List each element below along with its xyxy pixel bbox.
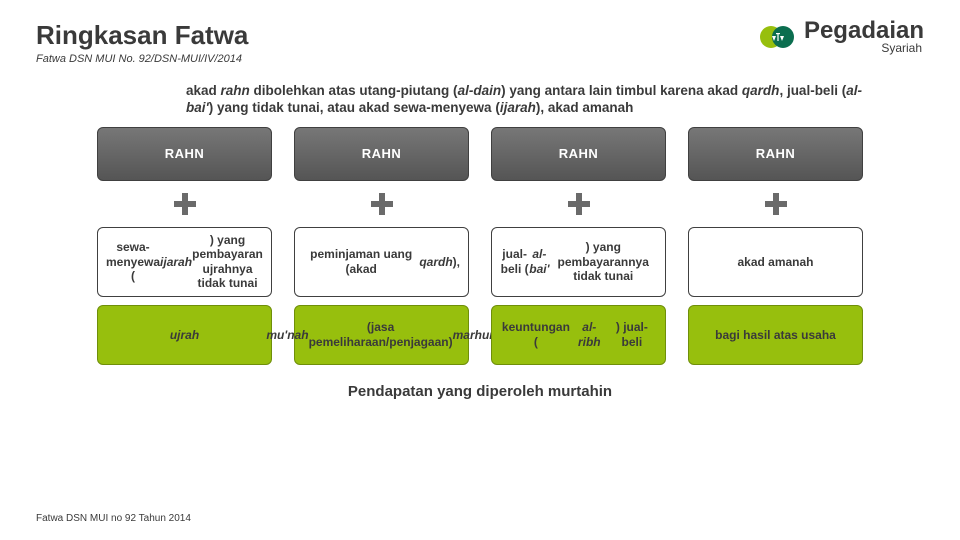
income-box-1: mu'nah (jasa pemeliharaan/penjagaan) mar… xyxy=(294,305,469,365)
title-block: Ringkasan Fatwa Fatwa DSN MUI No. 92/DSN… xyxy=(36,20,248,65)
brand-sub: Syariah xyxy=(881,43,922,54)
rahn-box-3: RAHN xyxy=(688,127,863,181)
plus-icon xyxy=(97,189,272,219)
diagram-grid: RAHN RAHN RAHN RAHN sewa-menyewa (ijarah) ya… xyxy=(36,127,924,365)
plus-icon xyxy=(688,189,863,219)
rahn-box-2: RAHN xyxy=(491,127,666,181)
source-note: Fatwa DSN MUI no 92 Tahun 2014 xyxy=(36,513,191,524)
income-box-2: keuntungan (al-ribh) jual-beli xyxy=(491,305,666,365)
page-title: Ringkasan Fatwa xyxy=(36,20,248,51)
layer2-box-3: akad amanah xyxy=(688,227,863,297)
rahn-box-0: RAHN xyxy=(97,127,272,181)
income-box-3: bagi hasil atas usaha xyxy=(688,305,863,365)
brand-name: Pegadaian xyxy=(804,20,924,43)
page-subtitle: Fatwa DSN MUI No. 92/DSN-MUI/IV/2014 xyxy=(36,53,248,65)
income-box-0: ujrah xyxy=(97,305,272,365)
layer2-box-0: sewa-menyewa (ijarah) yang pembayaran uj… xyxy=(97,227,272,297)
layer2-box-2: jual-beli (al-bai') yang pembayarannya t… xyxy=(491,227,666,297)
brand-logo: Pegadaian Syariah xyxy=(758,20,924,54)
intro-text: akad rahn dibolehkan atas utang-piutang … xyxy=(186,83,886,117)
layer2-box-1: peminjaman uang (akad qardh), xyxy=(294,227,469,297)
brand-text: Pegadaian Syariah xyxy=(804,20,924,54)
diagram-footer: Pendapatan yang diperoleh murtahin xyxy=(36,383,924,400)
plus-icon xyxy=(294,189,469,219)
header: Ringkasan Fatwa Fatwa DSN MUI No. 92/DSN… xyxy=(36,20,924,65)
pegadaian-icon xyxy=(758,23,798,51)
slide: Ringkasan Fatwa Fatwa DSN MUI No. 92/DSN… xyxy=(0,0,960,540)
rahn-box-1: RAHN xyxy=(294,127,469,181)
plus-icon xyxy=(491,189,666,219)
